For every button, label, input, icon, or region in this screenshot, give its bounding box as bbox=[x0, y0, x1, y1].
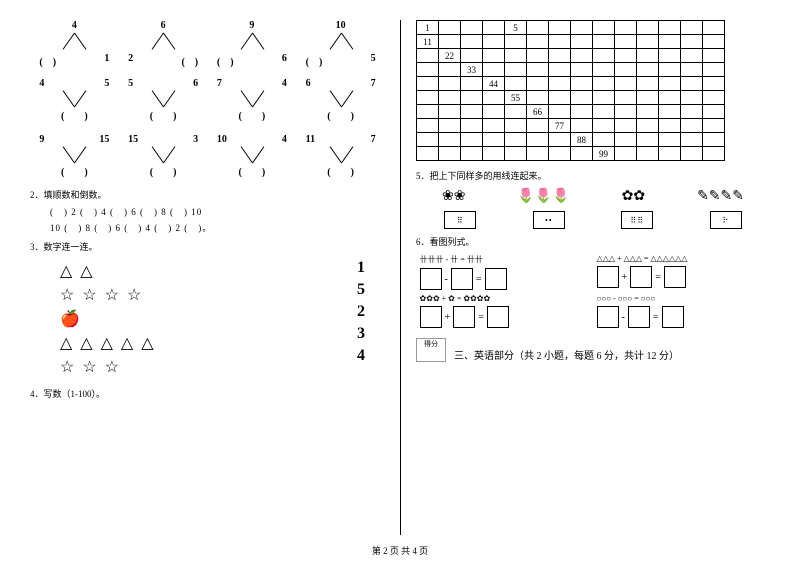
match-num: 3 bbox=[261, 323, 365, 345]
dice: ⠗ bbox=[710, 211, 742, 229]
eq-pic: △△△ + △△△ = △△△△△△ bbox=[597, 254, 767, 263]
q2-label: 2．填顺数和倒数。 bbox=[30, 188, 385, 201]
score-box: 得分 bbox=[416, 338, 446, 362]
page-footer: 第 2 页 共 4 页 bbox=[0, 544, 800, 557]
q3-label: 3．数字连一连。 bbox=[30, 240, 385, 253]
match-num: 4 bbox=[261, 345, 365, 367]
match-num: 2 bbox=[261, 301, 365, 323]
shape-row: △ △ bbox=[60, 261, 261, 281]
q2-line2: 10 ( ) 8 ( ) 6 ( ) 4 ( ) 2 ( )。 bbox=[50, 221, 385, 234]
pic-row-top: ❀❀ 🌷🌷🌷 ✿✿ ✎✎✎✎ bbox=[416, 188, 770, 205]
part3-title: 三、英语部分（共 2 小题，每题 6 分，共计 12 分） bbox=[454, 347, 679, 362]
dice: •• bbox=[533, 211, 565, 229]
split-top: 4 bbox=[39, 20, 109, 31]
left-column: 4( )1 62( ) 9( )6 10( )5 45( ) 56( ) 74(… bbox=[30, 20, 400, 535]
dice: ⠿⠿ bbox=[621, 211, 653, 229]
number-grid: 15112233445566778899 bbox=[416, 20, 725, 161]
eq-pic: ○○○ - ○○○ = ○○○ bbox=[597, 294, 767, 303]
match-area: △ △ ☆ ☆ ☆ ☆ 🍎 △ △ △ △ △ ☆ ☆ ☆ 1 5 2 3 4 bbox=[30, 257, 385, 381]
q2-line1: ( ) 2 ( ) 4 ( ) 6 ( ) 8 ( ) 10 bbox=[50, 205, 385, 218]
merge-row-2: 915( ) 153( ) 104( ) 117( ) bbox=[30, 132, 385, 180]
eq-pic: ✿✿✿ + ✿ = ✿✿✿✿ bbox=[420, 294, 590, 303]
shape-row: 🍎 bbox=[60, 309, 261, 329]
dice-row: ⠿ •• ⠿⠿ ⠗ bbox=[416, 211, 770, 229]
merge-row-1: 45( ) 56( ) 74( ) 67( ) bbox=[30, 76, 385, 124]
q5-label: 5．把上下同样多的用线连起来。 bbox=[416, 169, 770, 182]
match-num: 1 bbox=[261, 257, 365, 279]
eq-pic: 卄卄卄 - 卄 = 卄卄 bbox=[420, 254, 590, 265]
q4-label: 4．写数（1-100）。 bbox=[30, 387, 385, 400]
match-num: 5 bbox=[261, 279, 365, 301]
shape-row: △ △ △ △ △ bbox=[60, 333, 261, 353]
shape-row: ☆ ☆ ☆ bbox=[60, 357, 261, 377]
shape-row: ☆ ☆ ☆ ☆ bbox=[60, 285, 261, 305]
score-area: 得分 三、英语部分（共 2 小题，每题 6 分，共计 12 分） bbox=[416, 338, 770, 362]
equation-area: 卄卄卄 - 卄 = 卄卄 -= △△△ + △△△ = △△△△△△ += ✿✿… bbox=[416, 254, 770, 328]
dice: ⠿ bbox=[444, 211, 476, 229]
right-column: 15112233445566778899 5．把上下同样多的用线连起来。 ❀❀ … bbox=[400, 20, 770, 535]
q6-label: 6．看图列式。 bbox=[416, 235, 770, 248]
split-row-1: 4( )1 62( ) 9( )6 10( )5 bbox=[30, 20, 385, 68]
